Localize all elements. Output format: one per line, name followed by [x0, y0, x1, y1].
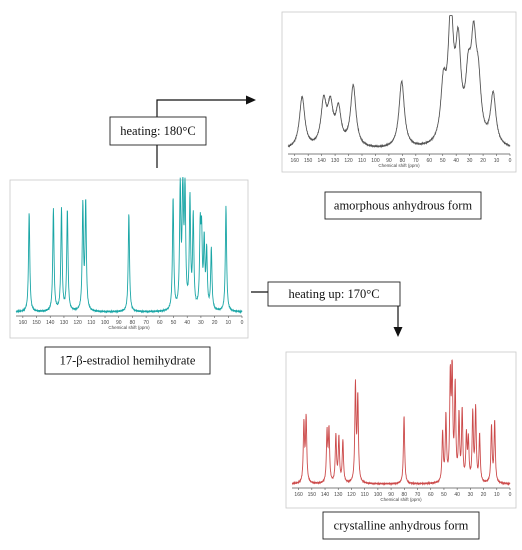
- spectrum-hemihydrate-tick-label: 70: [143, 320, 149, 326]
- spectrum-hemihydrate-tick-label: 160: [19, 320, 28, 326]
- spectrum-hemihydrate-frame: [9, 179, 249, 339]
- spectrum-amorphous-trace: [287, 15, 511, 149]
- spectrum-hemihydrate-tick-label: 60: [157, 320, 163, 326]
- heating-180-box: heating: 180°C: [109, 116, 207, 146]
- crystalline-label: crystalline anhydrous form: [334, 519, 469, 533]
- crystalline-label-box: crystalline anhydrous form: [322, 511, 480, 540]
- spectrum-crystalline-tick-label: 80: [402, 492, 408, 498]
- amorphous-label-box: amorphous anhydrous form: [324, 191, 482, 220]
- spectrum-amorphous-tick-label: 10: [494, 158, 500, 164]
- spectrum-crystalline-tick-label: 100: [374, 492, 383, 498]
- spectrum-crystalline-tick-label: 50: [441, 492, 447, 498]
- spectrum-amorphous-tick-label: 100: [371, 158, 380, 164]
- spectrum-amorphous-tick-label: 120: [344, 158, 353, 164]
- spectrum-crystalline-tick-label: 30: [468, 492, 474, 498]
- spectrum-hemihydrate-tick-label: 50: [171, 320, 177, 326]
- spectrum-amorphous-tick-label: 20: [480, 158, 486, 164]
- spectrum-crystalline-tick-label: 150: [308, 492, 317, 498]
- hemihydrate-label-frame: [44, 346, 211, 375]
- spectrum-hemihydrate: 160 150 140 130 120 110 100 90 80 70 60 50 40 30 20 10 0…: [9, 177, 249, 339]
- spectrum-amorphous: 160 150 140 130 120 110 100 90 80 70 60 50 40 30 20 10 0…: [281, 11, 517, 173]
- heating-170-label: heating up: 170°C: [288, 287, 379, 301]
- spectrum-hemihydrate-tick-label: 130: [60, 320, 69, 326]
- spectrum-hemihydrate-tick-label: 90: [116, 320, 122, 326]
- arrow-to-crystalline-head: [393, 327, 403, 337]
- heating-170-box: heating up: 170°C: [267, 281, 401, 307]
- spectrum-crystalline-tick-label: 90: [388, 492, 394, 498]
- spectrum-crystalline-tick-label: 70: [415, 492, 421, 498]
- spectrum-amorphous-axis-title: Chemical shift (ppm): [378, 163, 420, 168]
- spectrum-crystalline-tick-label: 20: [481, 492, 487, 498]
- spectrum-amorphous-tick-label: 80: [400, 158, 406, 164]
- spectrum-crystalline: 160 150 140 130 120 110 100 90 80 70 60 50 40 30 20 10 0…: [285, 351, 517, 509]
- hemihydrate-label-box: 17-β-estradiol hemihydrate: [44, 346, 211, 375]
- spectrum-amorphous-tick-label: 130: [331, 158, 340, 164]
- spectrum-hemihydrate-tick-label: 110: [87, 320, 95, 326]
- spectrum-amorphous-tick-label: 110: [358, 158, 366, 164]
- spectrum-amorphous-tick-label: 140: [317, 158, 326, 164]
- spectrum-crystalline-trace: [291, 359, 511, 487]
- spectrum-amorphous-tick-label: 90: [386, 158, 392, 164]
- heating-170-box-frame: [267, 281, 401, 307]
- spectrum-crystalline-tick-label: 140: [321, 492, 330, 498]
- spectrum-crystalline-tick-label: 10: [494, 492, 500, 498]
- spectrum-crystalline-axis-title: Chemical shift (ppm): [380, 497, 422, 502]
- spectrum-hemihydrate-tick-label: 0: [241, 320, 244, 326]
- spectrum-crystalline-tick-label: 110: [361, 492, 369, 498]
- spectrum-amorphous-tick-label: 160: [291, 158, 300, 164]
- spectrum-amorphous-tick-label: 30: [467, 158, 473, 164]
- spectrum-hemihydrate-tick-label: 140: [46, 320, 55, 326]
- spectrum-crystalline-tick-label: 60: [428, 492, 434, 498]
- spectrum-crystalline-tick-label: 0: [509, 492, 512, 498]
- spectrum-amorphous-tick-label: 50: [440, 158, 446, 164]
- amorphous-label-frame: [324, 191, 482, 220]
- amorphous-label: amorphous anhydrous form: [334, 199, 472, 213]
- spectrum-hemihydrate-tick-label: 120: [73, 320, 82, 326]
- spectrum-hemihydrate-tick-label: 100: [101, 320, 110, 326]
- spectrum-hemihydrate-axis-title: Chemical shift (ppm): [108, 325, 150, 330]
- heating-180-box-frame: [109, 116, 207, 146]
- spectrum-amorphous-tick-label: 150: [304, 158, 313, 164]
- hemihydrate-label: 17-β-estradiol hemihydrate: [60, 354, 196, 368]
- spectrum-amorphous-tick-label: 0: [509, 158, 512, 164]
- spectrum-crystalline-frame: [285, 351, 517, 509]
- spectrum-crystalline-tick-label: 120: [347, 492, 356, 498]
- spectrum-amorphous-tick-label: 60: [426, 158, 432, 164]
- spectrum-hemihydrate-trace: [15, 177, 243, 314]
- heating-180-label: heating: 180°C: [120, 124, 195, 138]
- spectrum-amorphous-frame: [281, 11, 517, 173]
- spectrum-hemihydrate-tick-label: 150: [32, 320, 41, 326]
- spectrum-amorphous-tick-label: 70: [413, 158, 419, 164]
- crystalline-label-frame: [322, 511, 480, 540]
- spectrum-hemihydrate-tick-label: 20: [212, 320, 218, 326]
- spectrum-crystalline-tick-label: 40: [454, 492, 460, 498]
- spectrum-hemihydrate-tick-label: 80: [130, 320, 136, 326]
- spectrum-amorphous-tick-label: 40: [453, 158, 459, 164]
- spectrum-hemihydrate-tick-label: 30: [198, 320, 204, 326]
- spectrum-hemihydrate-tick-label: 40: [184, 320, 190, 326]
- spectrum-crystalline-tick-label: 130: [334, 492, 343, 498]
- arrow-to-amorphous-head: [246, 95, 256, 105]
- spectrum-hemihydrate-tick-label: 10: [226, 320, 232, 326]
- spectrum-crystalline-tick-label: 160: [294, 492, 303, 498]
